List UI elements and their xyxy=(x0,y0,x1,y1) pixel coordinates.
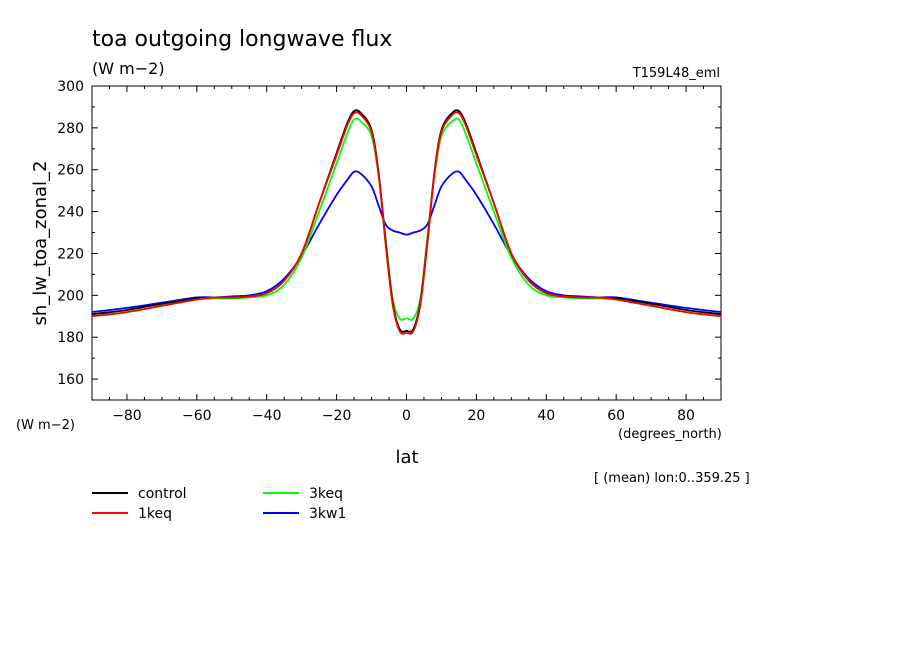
x-tick-label: 20 xyxy=(467,408,485,424)
y-tick-label: 200 xyxy=(57,288,84,304)
x-axis-units: (degrees_north) xyxy=(618,427,722,442)
series-line-3kw1 xyxy=(92,170,721,313)
y-tick-label: 180 xyxy=(57,330,84,346)
x-tick-label: −20 xyxy=(322,408,352,424)
run-id: T159L48_eml xyxy=(632,66,720,81)
x-axis-label: lat xyxy=(395,447,418,468)
chart-title: toa outgoing longwave flux xyxy=(92,27,392,52)
x-tick-label: −60 xyxy=(182,408,212,424)
x-tick-label: −40 xyxy=(252,408,282,424)
y-tick-label: 280 xyxy=(57,121,84,137)
y-tick-label: 260 xyxy=(57,163,84,179)
series-line-3keq xyxy=(92,117,721,321)
y-tick-label: 220 xyxy=(57,246,84,262)
y-tick-label: 240 xyxy=(57,205,84,221)
x-tick-label: 40 xyxy=(537,408,555,424)
legend-label-control: control xyxy=(138,486,187,502)
legend-label-1keq: 1keq xyxy=(138,506,172,522)
title-units: (W m−2) xyxy=(92,59,165,78)
series-layer xyxy=(92,109,721,335)
x-tick-label: 60 xyxy=(607,408,625,424)
axis-ticks: −80 −60 −40 −20 0 20 40 60 80 160 180 200 220 240 260 2… xyxy=(57,79,722,424)
x-tick-label: 80 xyxy=(677,408,695,424)
legend: control 1keq 3keq 3kw1 xyxy=(92,486,346,522)
y-axis-label: sh_lw_toa_zonal_2 xyxy=(30,161,51,326)
legend-label-3keq: 3keq xyxy=(309,486,343,502)
y-tick-label: 160 xyxy=(57,372,84,388)
y-tick-label: 300 xyxy=(57,79,84,95)
legend-label-3kw1: 3kw1 xyxy=(309,506,346,522)
x-tick-label: −80 xyxy=(112,408,142,424)
x-tick-label: 0 xyxy=(402,408,411,424)
averaging-note: [ (mean) lon:0..359.25 ] xyxy=(594,471,750,486)
series-line-1keq xyxy=(92,111,721,335)
y-axis-units: (W m−2) xyxy=(16,418,75,433)
